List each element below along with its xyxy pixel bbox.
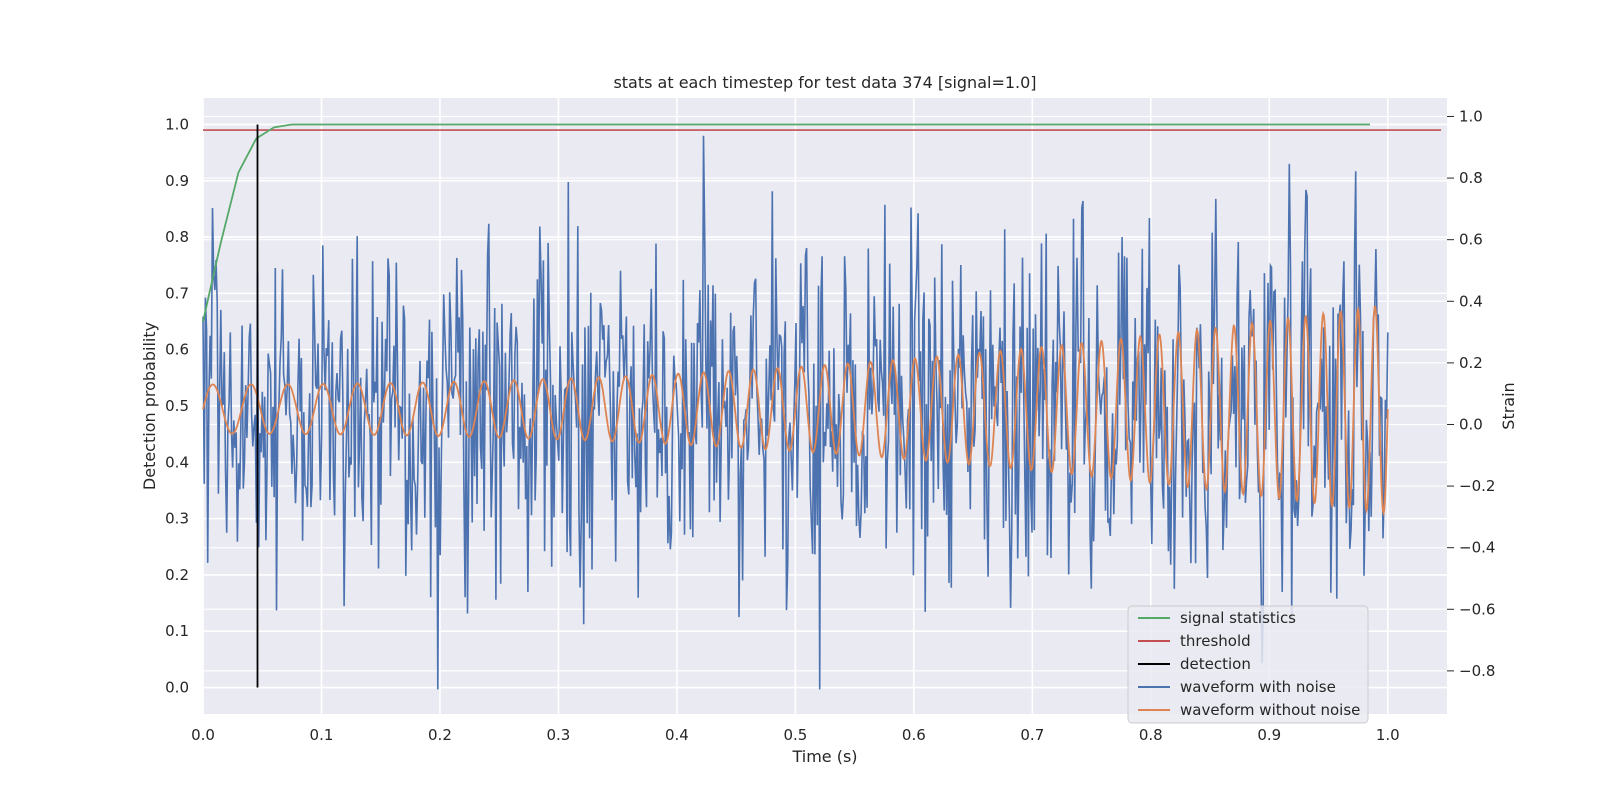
legend-label: detection xyxy=(1180,655,1251,673)
x-tick-label: 0.5 xyxy=(783,726,807,744)
y-left-tick-label: 1.0 xyxy=(165,115,189,133)
legend-label: waveform with noise xyxy=(1180,678,1336,696)
y-left-tick-label: 0.8 xyxy=(165,228,189,246)
x-tick-label: 0.7 xyxy=(1020,726,1044,744)
y-right-tick-label: 0.4 xyxy=(1459,292,1483,310)
series xyxy=(202,123,1442,690)
y-right-tick-label: 0.8 xyxy=(1459,169,1483,187)
legend-label: threshold xyxy=(1180,632,1251,650)
y-right-tick-label: −0.8 xyxy=(1459,662,1495,680)
y-left-tick-label: 0.1 xyxy=(165,622,189,640)
ticks: 0.0 0.1 0.2 0.3 0.4 0.5 0.6 0.7 0.8 0.9 1.0 0.0 0.1 0… xyxy=(165,107,1495,744)
x-tick-label: 0.1 xyxy=(310,726,334,744)
legend: signal statistics threshold detection wavef… xyxy=(1127,605,1369,724)
x-tick-label: 0.6 xyxy=(902,726,926,744)
y-left-tick-label: 0.2 xyxy=(165,566,189,584)
x-tick-label: 1.0 xyxy=(1376,726,1400,744)
legend-box xyxy=(1127,605,1369,724)
y-right-tick-label: −0.4 xyxy=(1459,539,1495,557)
signal-statistics-line xyxy=(202,123,1370,322)
y-right-tick-label: 0.6 xyxy=(1459,231,1483,249)
x-axis-label: Time (s) xyxy=(791,747,857,766)
y-left-tick-label: 0.7 xyxy=(165,284,189,302)
y-right-tick-label: 0.2 xyxy=(1459,354,1483,372)
y-axis-label-right: Strain xyxy=(1499,382,1518,429)
x-tick-label: 0.4 xyxy=(665,726,689,744)
waveform-with-noise-line xyxy=(202,135,1389,690)
x-tick-label: 0.0 xyxy=(191,726,215,744)
y-right-tick-label: 1.0 xyxy=(1459,107,1483,125)
x-tick-label: 0.3 xyxy=(546,726,570,744)
y-right-tick-label: 0.0 xyxy=(1459,415,1483,433)
y-left-tick-label: 0.3 xyxy=(165,510,189,528)
y-right-tick-label: −0.2 xyxy=(1459,477,1495,495)
legend-label: waveform without noise xyxy=(1180,701,1360,719)
y-left-tick-label: 0.0 xyxy=(165,679,189,697)
waveform-without-noise-line xyxy=(202,305,1389,517)
y-axis-label-left: Detection probability xyxy=(140,322,159,490)
x-tick-label: 0.2 xyxy=(428,726,452,744)
y-left-tick-label: 0.5 xyxy=(165,397,189,415)
chart-title: stats at each timestep for test data 374… xyxy=(613,73,1036,92)
y-left-tick-label: 0.6 xyxy=(165,341,189,359)
y-left-tick-label: 0.4 xyxy=(165,453,189,471)
y-right-tick-label: −0.6 xyxy=(1459,600,1495,618)
y-left-tick-label: 0.9 xyxy=(165,172,189,190)
x-tick-label: 0.9 xyxy=(1257,726,1281,744)
x-tick-label: 0.8 xyxy=(1139,726,1163,744)
legend-label: signal statistics xyxy=(1180,609,1296,627)
